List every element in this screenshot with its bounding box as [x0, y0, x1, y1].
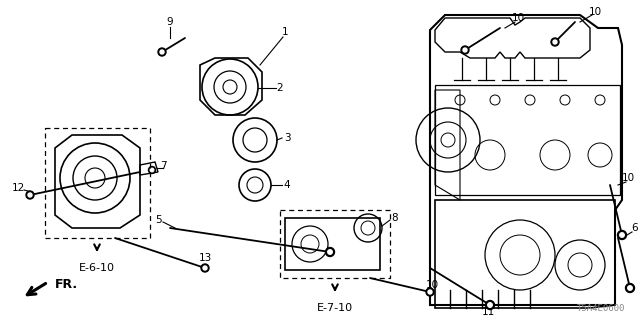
Circle shape [428, 290, 432, 294]
Circle shape [150, 168, 154, 172]
Text: 8: 8 [392, 213, 398, 223]
Text: FR.: FR. [55, 278, 78, 292]
Circle shape [426, 288, 434, 296]
Circle shape [551, 38, 559, 46]
Circle shape [628, 286, 632, 290]
Circle shape [28, 193, 32, 197]
Circle shape [326, 247, 335, 257]
Text: 7: 7 [160, 161, 166, 171]
Circle shape [201, 264, 209, 272]
Circle shape [148, 166, 156, 173]
Bar [45, 128, 150, 238]
Circle shape [26, 191, 34, 199]
Text: 13: 13 [198, 253, 212, 263]
Circle shape [553, 40, 557, 44]
Circle shape [158, 48, 166, 56]
Text: 10: 10 [588, 7, 602, 17]
Text: 11: 11 [481, 307, 495, 317]
Text: 12: 12 [12, 183, 24, 193]
Text: 3: 3 [284, 133, 291, 143]
Text: 2: 2 [276, 83, 284, 93]
Text: 1: 1 [282, 27, 288, 37]
Circle shape [620, 233, 624, 237]
Circle shape [625, 284, 634, 292]
Bar [280, 210, 390, 278]
Circle shape [618, 230, 627, 239]
Text: 4: 4 [284, 180, 291, 190]
Text: 6: 6 [632, 223, 638, 233]
Text: 10: 10 [621, 173, 635, 183]
Text: 5: 5 [155, 215, 161, 225]
Circle shape [328, 250, 332, 254]
Circle shape [160, 50, 164, 54]
Text: E-7-10: E-7-10 [317, 303, 353, 313]
Text: 10: 10 [426, 280, 438, 290]
Circle shape [488, 303, 492, 307]
Circle shape [463, 48, 467, 52]
Text: 9: 9 [166, 17, 173, 27]
Circle shape [203, 266, 207, 270]
Text: 10: 10 [511, 13, 525, 23]
Circle shape [486, 300, 495, 309]
Circle shape [461, 46, 469, 54]
Text: T5A4E0600: T5A4E0600 [577, 304, 625, 313]
Text: E-6-10: E-6-10 [79, 263, 115, 273]
